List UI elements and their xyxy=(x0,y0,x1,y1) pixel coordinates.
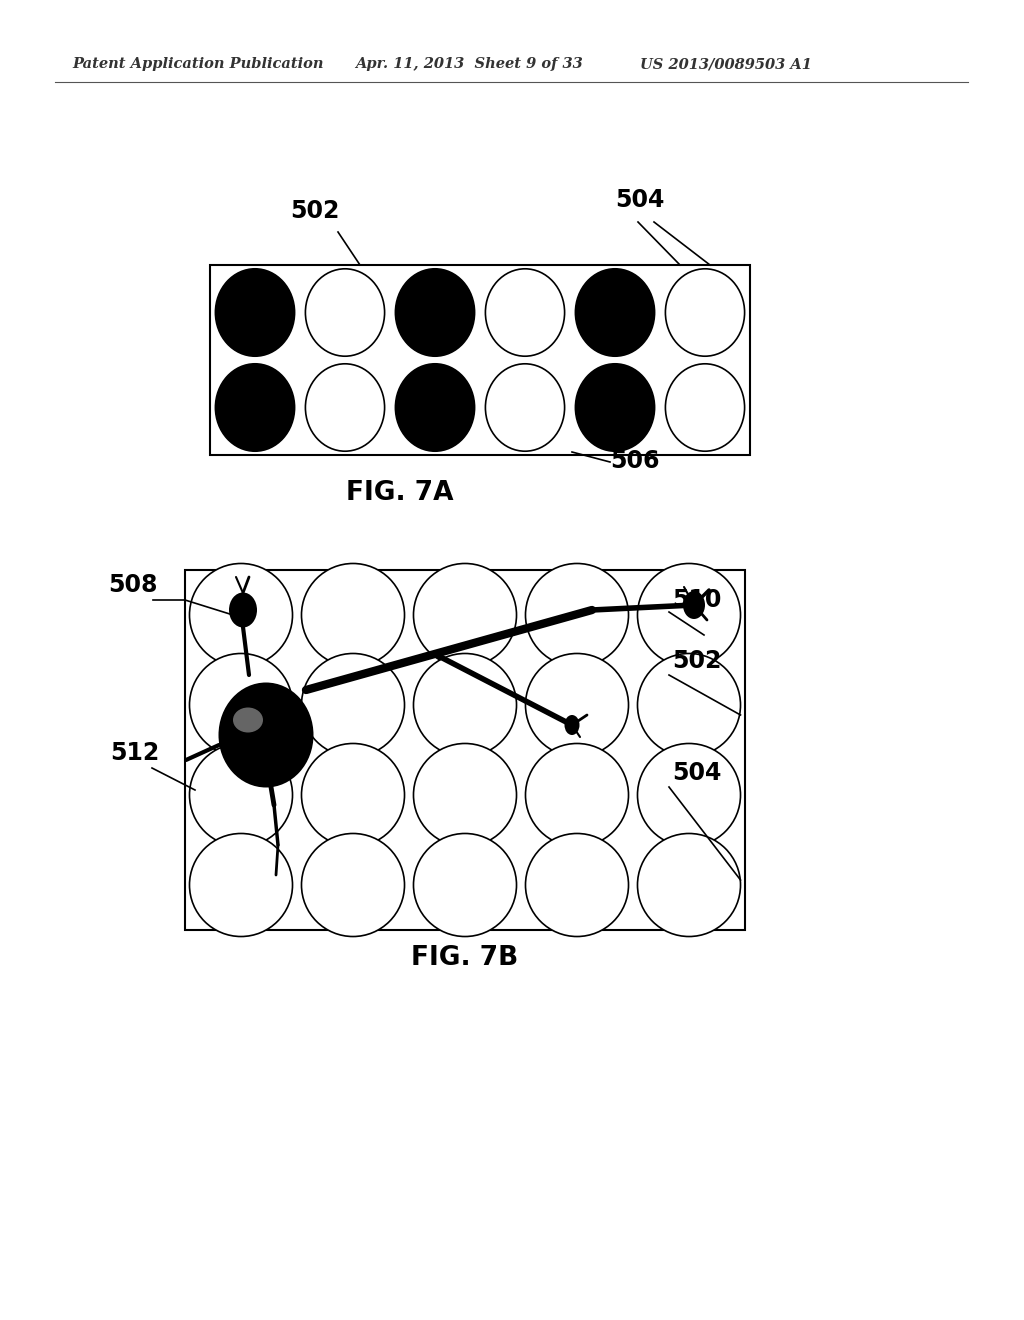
Ellipse shape xyxy=(305,364,385,451)
Ellipse shape xyxy=(215,364,295,451)
Ellipse shape xyxy=(414,653,516,756)
Text: Apr. 11, 2013  Sheet 9 of 33: Apr. 11, 2013 Sheet 9 of 33 xyxy=(355,57,583,71)
Ellipse shape xyxy=(301,833,404,936)
Ellipse shape xyxy=(638,743,740,846)
Ellipse shape xyxy=(525,564,629,667)
Text: 506: 506 xyxy=(610,449,659,473)
Ellipse shape xyxy=(229,593,257,627)
Ellipse shape xyxy=(485,364,564,451)
Ellipse shape xyxy=(215,269,295,356)
Ellipse shape xyxy=(301,743,404,846)
Bar xyxy=(185,570,745,931)
Text: 502: 502 xyxy=(672,649,721,673)
Ellipse shape xyxy=(305,269,385,356)
Ellipse shape xyxy=(638,833,740,936)
Ellipse shape xyxy=(301,653,404,756)
Ellipse shape xyxy=(525,653,629,756)
Ellipse shape xyxy=(666,364,744,451)
Ellipse shape xyxy=(189,743,293,846)
Ellipse shape xyxy=(575,269,654,356)
Text: US 2013/0089503 A1: US 2013/0089503 A1 xyxy=(640,57,812,71)
Ellipse shape xyxy=(395,364,474,451)
Ellipse shape xyxy=(575,364,654,451)
Ellipse shape xyxy=(564,715,580,735)
Text: 504: 504 xyxy=(615,187,665,213)
Text: 510: 510 xyxy=(672,587,721,612)
Text: FIG. 7B: FIG. 7B xyxy=(412,945,518,972)
Ellipse shape xyxy=(218,682,313,788)
Ellipse shape xyxy=(301,564,404,667)
Ellipse shape xyxy=(414,564,516,667)
Text: 512: 512 xyxy=(110,741,160,766)
Ellipse shape xyxy=(189,564,293,667)
Ellipse shape xyxy=(485,269,564,356)
Text: 508: 508 xyxy=(108,573,158,597)
Ellipse shape xyxy=(638,653,740,756)
Text: FIG. 7A: FIG. 7A xyxy=(346,480,454,506)
Ellipse shape xyxy=(395,269,474,356)
Text: 504: 504 xyxy=(672,762,721,785)
Ellipse shape xyxy=(189,653,293,756)
Ellipse shape xyxy=(666,269,744,356)
Ellipse shape xyxy=(683,591,705,619)
Ellipse shape xyxy=(525,743,629,846)
Bar xyxy=(210,265,750,455)
Text: Patent Application Publication: Patent Application Publication xyxy=(72,57,324,71)
Ellipse shape xyxy=(233,708,263,733)
Ellipse shape xyxy=(414,743,516,846)
Ellipse shape xyxy=(638,564,740,667)
Text: 502: 502 xyxy=(290,199,339,223)
Ellipse shape xyxy=(414,833,516,936)
Ellipse shape xyxy=(525,833,629,936)
Ellipse shape xyxy=(189,833,293,936)
